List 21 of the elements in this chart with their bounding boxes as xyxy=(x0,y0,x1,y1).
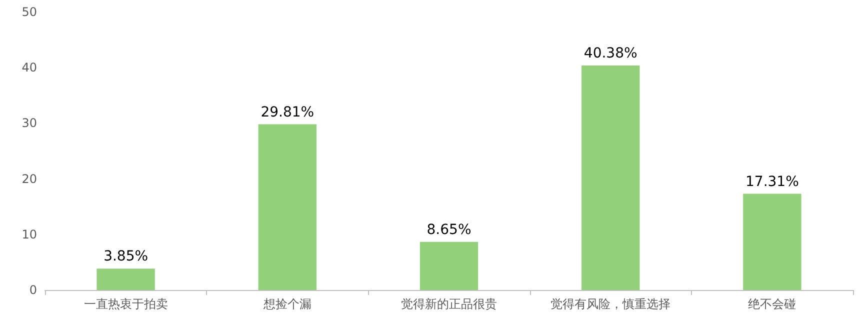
data-label: 17.31% xyxy=(746,174,799,190)
bar xyxy=(420,242,478,290)
x-tick-label: 想捡个漏 xyxy=(262,297,312,311)
data-label: 8.65% xyxy=(426,222,472,238)
bar xyxy=(743,194,802,290)
x-tick-label: 觉得有风险，慎重选择 xyxy=(550,297,671,311)
y-tick-label: 0 xyxy=(29,283,37,297)
x-tick-label: 一直热衷于拍卖 xyxy=(84,297,168,311)
data-label: 29.81% xyxy=(260,104,314,120)
y-tick-label: 20 xyxy=(22,172,37,186)
bar xyxy=(582,65,640,290)
bar xyxy=(258,124,316,290)
data-label: 3.85% xyxy=(104,248,148,265)
x-tick-label: 觉得新的正品很贵 xyxy=(401,297,497,311)
y-tick-label: 50 xyxy=(22,5,37,19)
y-tick-label: 40 xyxy=(22,60,37,75)
y-tick-label: 30 xyxy=(22,116,37,130)
y-tick-label: 10 xyxy=(22,227,37,242)
data-label: 40.38% xyxy=(584,45,638,62)
bar xyxy=(96,268,155,290)
x-tick-label: 绝不会碰 xyxy=(748,297,796,311)
